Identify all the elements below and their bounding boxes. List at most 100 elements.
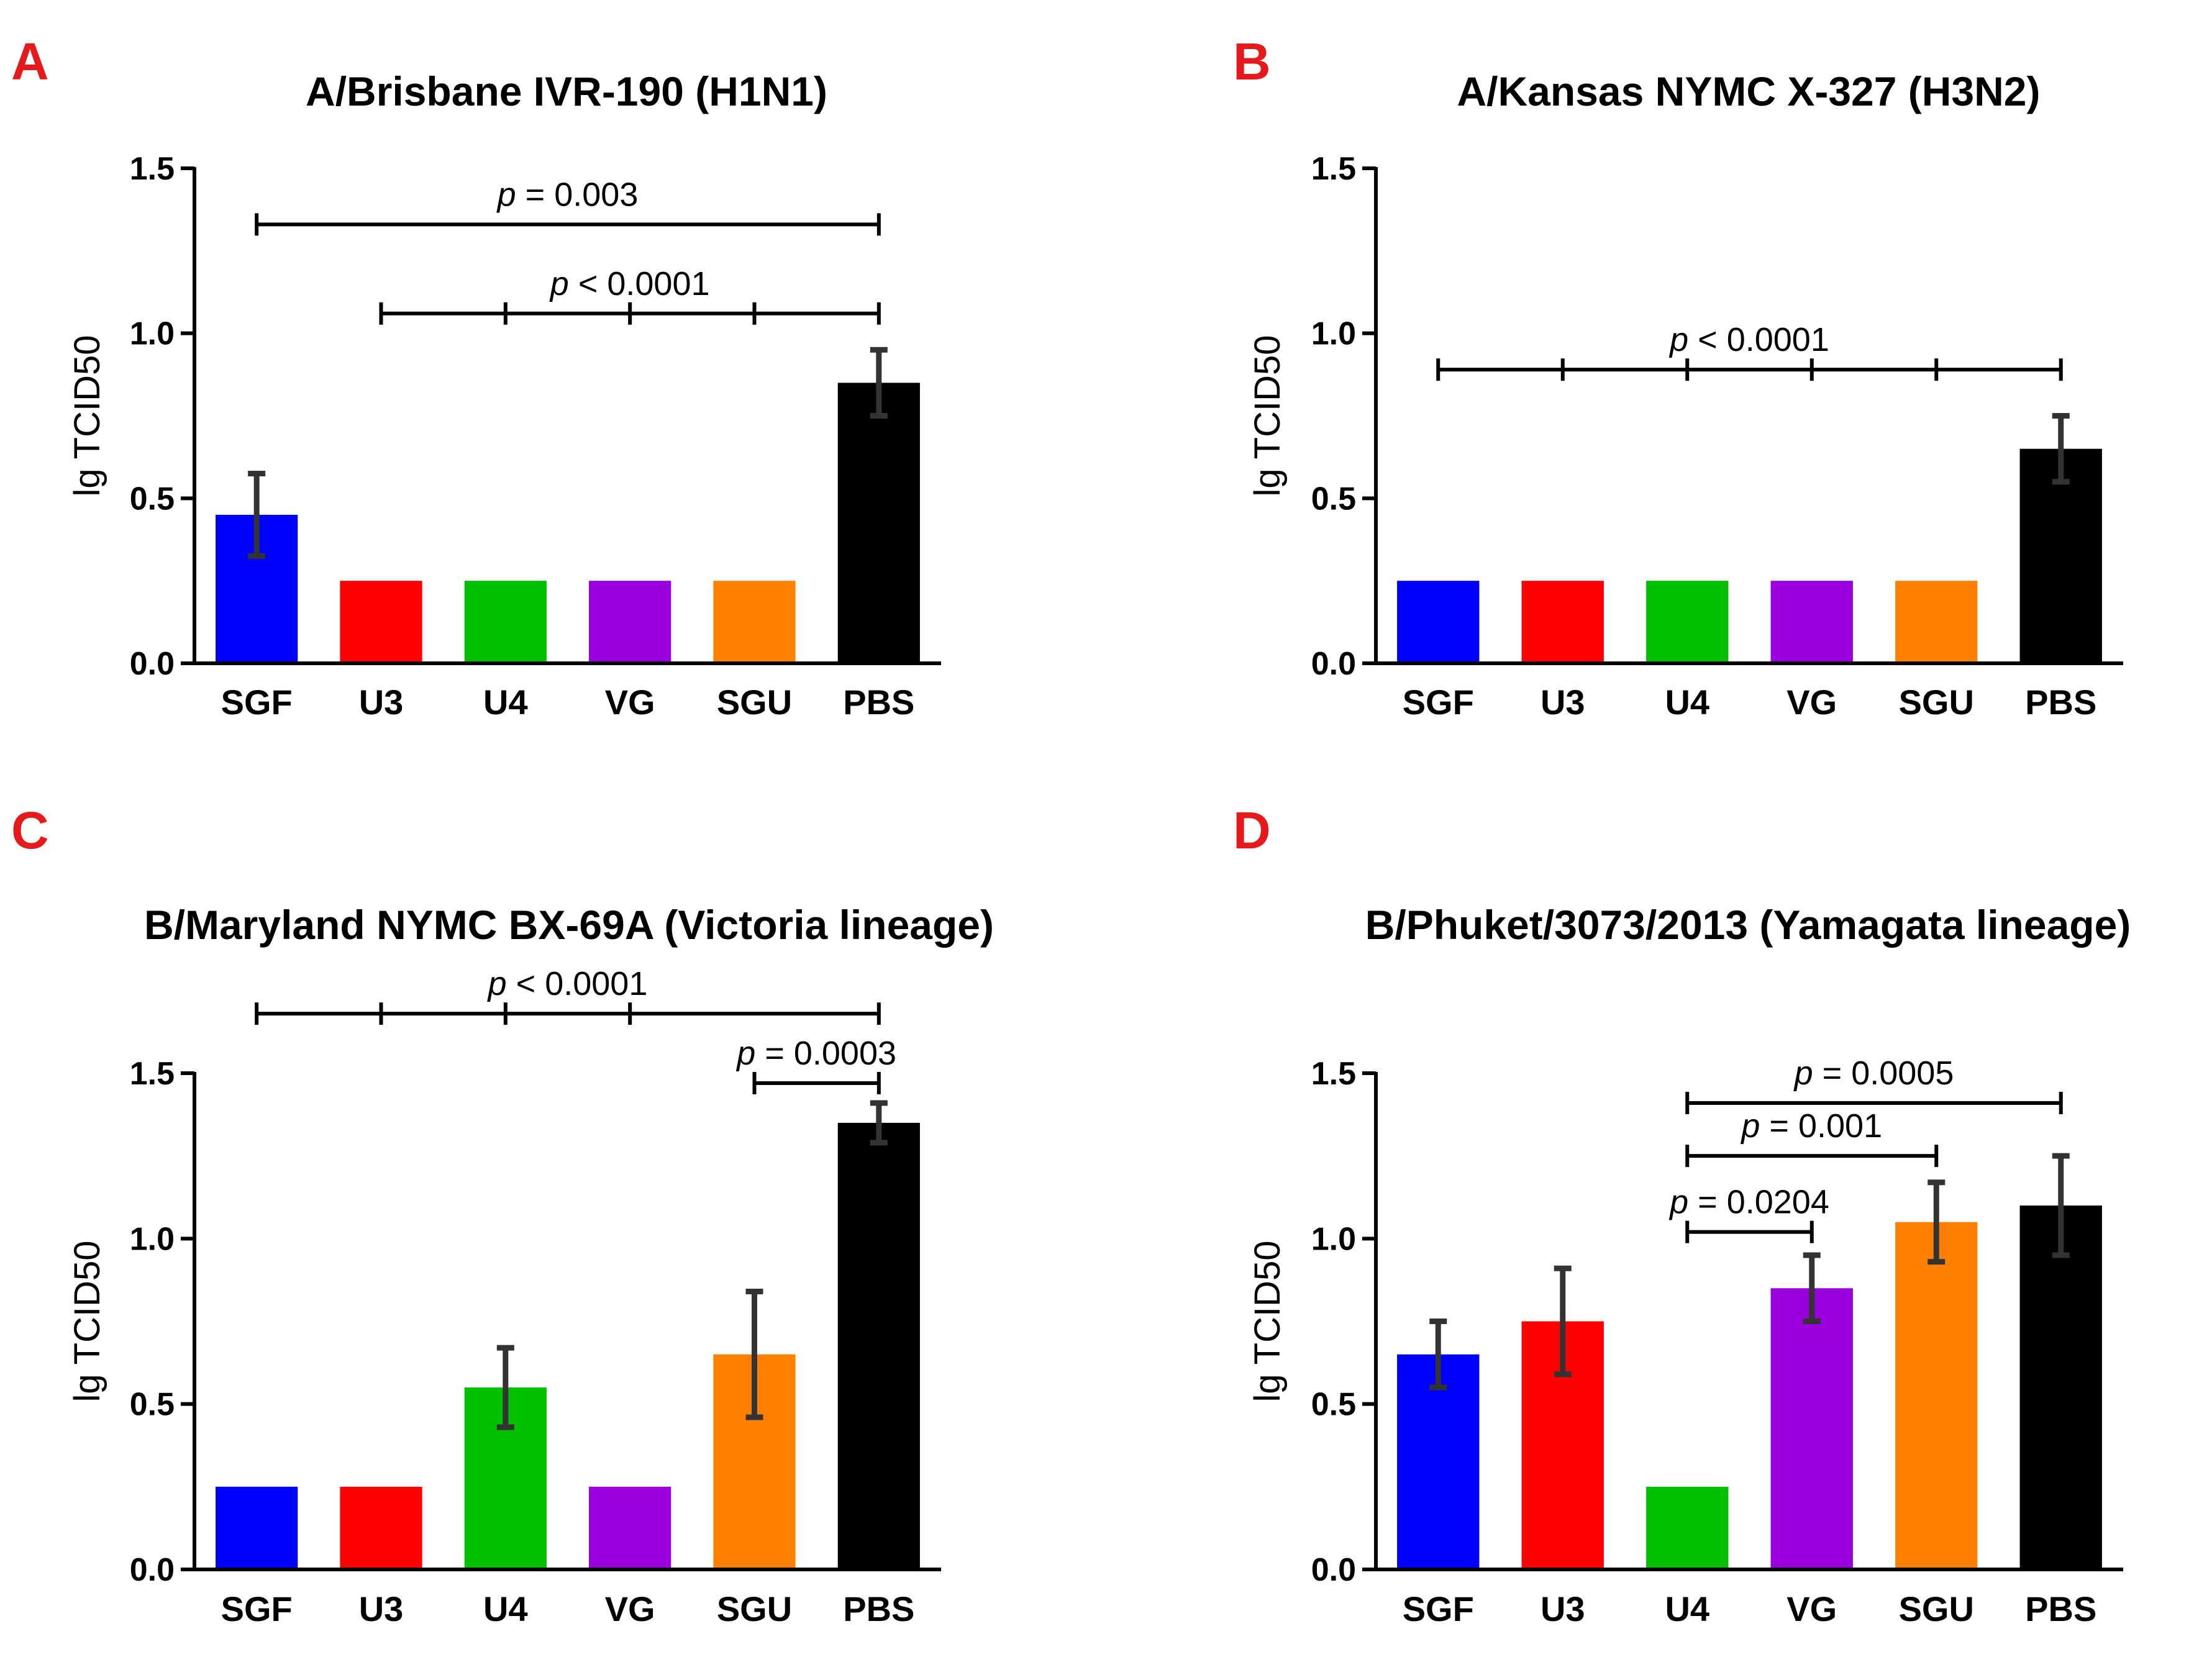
error-bar-pbs: [870, 347, 888, 419]
x-tick-label-u3: U3: [359, 1589, 404, 1628]
p-symbol: p: [549, 265, 569, 302]
x-tick-label-sgu: SGU: [1899, 1589, 1974, 1628]
p-value-label: p < 0.0001: [549, 265, 710, 302]
p-value-text: < 0.0001: [1688, 321, 1829, 358]
y-axis-label: lg TCID50: [1247, 1240, 1288, 1402]
bar-u4: [464, 581, 547, 663]
y-tick-label: 1.0: [1311, 1221, 1356, 1257]
p-value-label: p = 0.001: [1740, 1107, 1882, 1145]
x-tick-label-u4: U4: [483, 1589, 528, 1628]
y-axis-label: lg TCID50: [67, 1240, 107, 1402]
bar-sgu: [1895, 1222, 1978, 1569]
bar-pbs: [2019, 1205, 2102, 1569]
p-value-text: = 0.0003: [755, 1035, 896, 1072]
x-tick-label-u4: U4: [1665, 1589, 1709, 1628]
significance-bracket: [255, 213, 881, 236]
significance-bracket: [1685, 1145, 1939, 1168]
x-tick-label-vg: VG: [605, 1589, 655, 1628]
x-tick-label-pbs: PBS: [2025, 1589, 2096, 1628]
p-value-label: p = 0.0005: [1793, 1055, 1954, 1092]
y-tick-label: 1.0: [1311, 316, 1356, 352]
p-value-text: < 0.0001: [569, 265, 710, 302]
bar-u3: [1521, 581, 1604, 663]
chart-panel-c: C B/Maryland NYMC BX-69A (Victoria lineag…: [11, 801, 994, 1628]
bar-pbs: [837, 383, 920, 663]
y-axis-label: lg TCID50: [1247, 335, 1288, 496]
p-value-text: = 0.0005: [1813, 1055, 1954, 1092]
p-symbol: p: [496, 176, 516, 213]
y-tick-label: 1.5: [130, 1056, 175, 1092]
panel-letter: A: [11, 32, 49, 91]
panel-letter: C: [11, 801, 49, 860]
bar-vg: [1770, 581, 1853, 663]
error-bar-u4: [496, 1345, 514, 1430]
x-tick-label-vg: VG: [1786, 683, 1837, 722]
x-tick-label-vg: VG: [1786, 1589, 1837, 1628]
error-bar-pbs: [2052, 413, 2070, 485]
y-tick-label: 0.5: [130, 1387, 175, 1423]
y-tick-label: 1.5: [1311, 151, 1356, 187]
error-bar-sgf: [248, 470, 266, 559]
x-tick-label-vg: VG: [605, 683, 655, 722]
bar-sgf: [216, 1486, 298, 1569]
bar-u3: [340, 581, 422, 663]
panel-letter: D: [1233, 801, 1271, 860]
chart-panel-a: A A/Brisbane IVR-190 (H1N1) 0.0 0.5 1.0 1.5 lg…: [11, 32, 941, 722]
x-tick-label-sgu: SGU: [717, 1589, 792, 1628]
y-tick-label: 0.5: [1311, 481, 1356, 517]
p-value-label: p < 0.0001: [487, 965, 648, 1002]
p-symbol: p: [1668, 1184, 1688, 1221]
significance-bracket: [255, 1002, 881, 1025]
x-tick-label-sgu: SGU: [1899, 683, 1974, 722]
bar-u3: [340, 1486, 422, 1569]
x-tick-label-sgf: SGF: [1403, 1589, 1474, 1628]
panel-letter: B: [1233, 32, 1271, 91]
significance-bracket: [1685, 1091, 2063, 1114]
error-bar-vg: [1803, 1252, 1821, 1324]
x-tick-label-u4: U4: [1665, 683, 1709, 722]
significance-bracket: [1436, 358, 2063, 381]
chart-panel-d: D B/Phuket/3073/2013 (Yamagata lineage) 0.…: [1233, 801, 2131, 1628]
y-tick-label: 0.0: [130, 1552, 175, 1588]
p-value-label: p = 0.0003: [735, 1035, 896, 1072]
p-symbol: p: [1668, 321, 1688, 358]
error-bar-sgu: [1928, 1179, 1946, 1265]
y-tick-label: 1.5: [1311, 1056, 1356, 1092]
p-symbol: p: [735, 1035, 755, 1072]
y-tick-label: 0.0: [1311, 1552, 1356, 1588]
x-tick-label-sgf: SGF: [1403, 683, 1474, 722]
chart-title: B/Phuket/3073/2013 (Yamagata lineage): [1365, 902, 2131, 948]
bar-vg: [1770, 1288, 1853, 1569]
p-symbol: p: [1740, 1107, 1760, 1145]
x-tick-label-pbs: PBS: [843, 683, 914, 722]
chart-title: A/Brisbane IVR-190 (H1N1): [306, 68, 827, 114]
y-tick-label: 0.5: [130, 481, 175, 517]
p-symbol: p: [1793, 1055, 1813, 1092]
chart-title: A/Kansas NYMC X-327 (H3N2): [1457, 68, 2041, 114]
y-tick-label: 1.0: [130, 316, 175, 352]
x-tick-label-u4: U4: [483, 683, 528, 722]
bar-sgf: [1397, 581, 1480, 663]
error-bar-pbs: [2052, 1153, 2070, 1258]
significance-bracket: [752, 1071, 881, 1094]
y-tick-label: 0.5: [1311, 1387, 1356, 1423]
y-axis-label: lg TCID50: [67, 335, 107, 496]
y-tick-label: 0.0: [1311, 646, 1356, 682]
x-tick-label-u3: U3: [1541, 683, 1585, 722]
x-tick-label-u3: U3: [359, 683, 404, 722]
error-bar-pbs: [870, 1100, 888, 1146]
bar-sgu: [713, 581, 796, 663]
x-tick-label-sgf: SGF: [221, 683, 293, 722]
bar-u4: [1646, 581, 1729, 663]
y-tick-label: 1.0: [130, 1221, 175, 1257]
bar-vg: [589, 1486, 671, 1569]
p-value-text: = 0.001: [1760, 1107, 1882, 1145]
error-bar-u3: [1554, 1265, 1572, 1378]
x-tick-label-pbs: PBS: [2025, 683, 2096, 722]
error-bar-sgu: [745, 1289, 763, 1420]
p-value-label: p = 0.0204: [1668, 1184, 1829, 1221]
bar-u4: [1646, 1486, 1729, 1569]
y-tick-label: 0.0: [130, 646, 175, 682]
x-tick-label-u3: U3: [1541, 1589, 1585, 1628]
x-tick-label-sgf: SGF: [221, 1589, 293, 1628]
